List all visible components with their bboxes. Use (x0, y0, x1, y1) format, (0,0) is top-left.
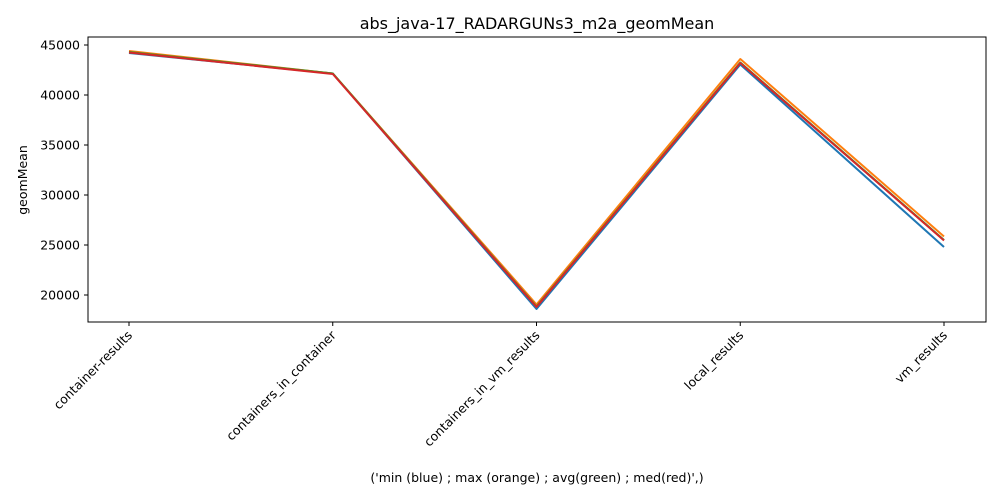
x-tick-label-2: containers_in_vm_results (421, 328, 543, 450)
series-layer (128, 50, 945, 310)
y-tick-label-5: 45000 (40, 38, 80, 53)
y-tick-label-1: 25000 (40, 238, 80, 253)
y-axis: 20000 25000 30000 35000 40000 45000 (40, 38, 88, 303)
chart-title: abs_java-17_RADARGUNs3_m2a_geomMean (360, 14, 715, 34)
y-axis-label: geomMean (15, 145, 30, 215)
x-tick-label-4: vm_results (892, 328, 950, 386)
x-tick-label-1: containers_in_container (223, 327, 339, 443)
y-tick-label-0: 20000 (40, 288, 80, 303)
x-axis-label: ('min (blue) ; max (orange) ; avg(green)… (370, 470, 703, 485)
y-tick-label-4: 40000 (40, 88, 80, 103)
series-line-0 (128, 52, 945, 310)
x-tick-label-3: local_results (681, 328, 746, 393)
x-tick-label-0: container-results (50, 328, 135, 413)
y-tick-label-3: 35000 (40, 138, 80, 153)
plot-frame (87, 36, 987, 323)
x-axis: container-results containers_in_container… (50, 322, 950, 449)
series-line-1 (128, 50, 945, 306)
y-tick-label-2: 30000 (40, 188, 80, 203)
series-line-3 (128, 51, 945, 308)
series-line-2 (128, 51, 945, 308)
